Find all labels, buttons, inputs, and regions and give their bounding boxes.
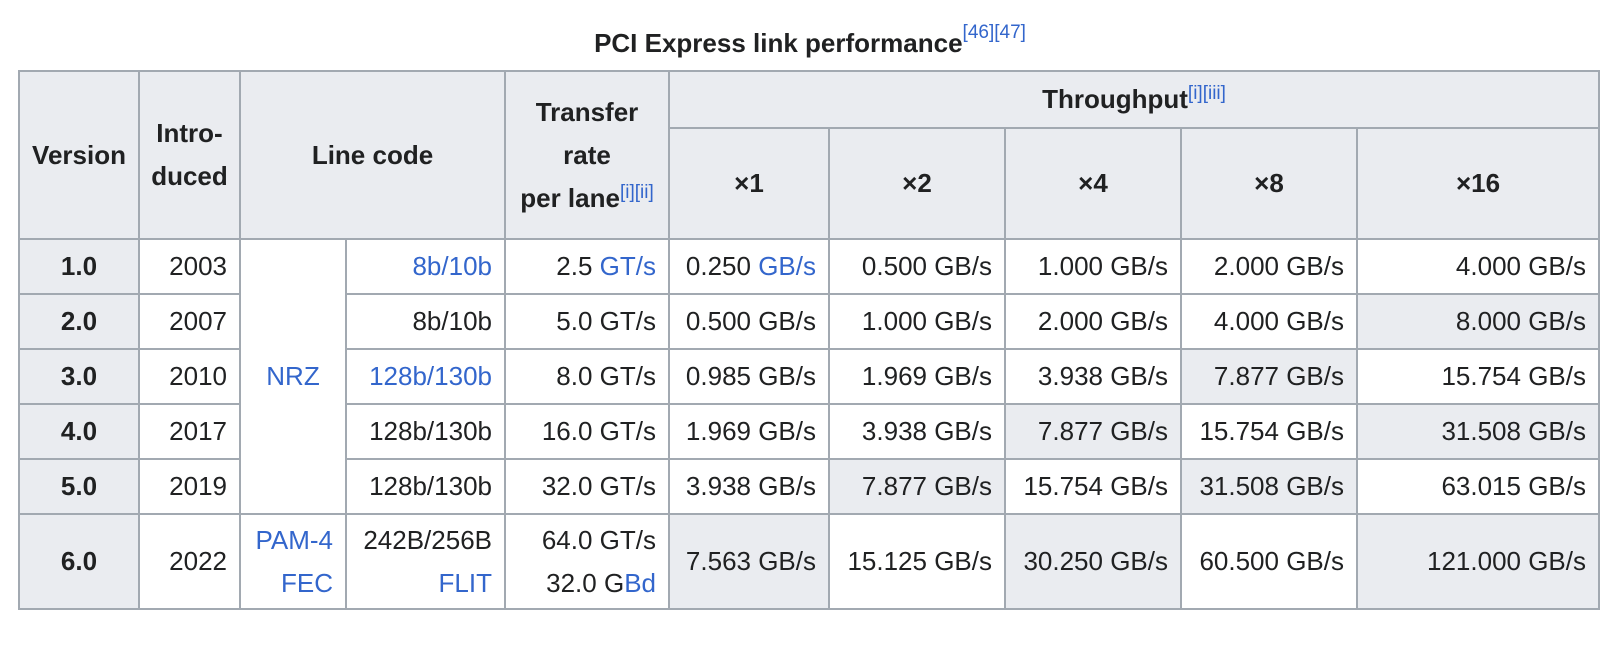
header-lane-x16: ×16 [1356,127,1600,240]
throughput-cell: 7.877 GB/s [1004,403,1182,460]
transfer-rate-cell: 32.0 GT/s [504,458,670,515]
throughput-cell: 0.250 GB/s [668,238,830,295]
throughput-cell: 15.754 GB/s [1356,348,1600,405]
header-introduced: Intro-duced [138,70,241,240]
throughput-cell: 15.754 GB/s [1180,403,1358,460]
fec-link[interactable]: FEC [281,567,333,598]
line-code-link[interactable]: 8b/10b [412,251,492,281]
table-row: 3.0 2010 128b/130b 8.0 GT/s 0.985 GB/s 1… [18,348,1600,405]
introduced-cell: 2022 [138,513,241,610]
line-code-cell: 242B/256B FLIT [345,513,506,610]
introduced-cell: 2019 [138,458,241,515]
introduced-cell: 2003 [138,238,241,295]
gt-per-s-link[interactable]: GT/s [599,251,656,281]
version-cell: 1.0 [18,238,140,295]
throughput-cell: 30.250 GB/s [1004,513,1182,610]
throughput-cell: 1.000 GB/s [1004,238,1182,295]
header-lane-x1: ×1 [668,127,830,240]
throughput-cell: 60.500 GB/s [1180,513,1358,610]
throughput-cell: 4.000 GB/s [1356,238,1600,295]
gb-per-s-link[interactable]: GB/s [758,251,816,281]
transfer-rate-cell: 8.0 GT/s [504,348,670,405]
table-row: 5.0 2019 128b/130b 32.0 GT/s 3.938 GB/s … [18,458,1600,515]
header-lane-x8: ×8 [1180,127,1358,240]
throughput-cell: 0.500 GB/s [828,238,1006,295]
flit-link[interactable]: FLIT [438,567,492,598]
line-code-link[interactable]: 128b/130b [369,361,492,391]
throughput-cell: 8.000 GB/s [1356,293,1600,350]
header-throughput: Throughput[i][iii] [668,70,1600,129]
header-transfer-rate: Transfer rate per lane[i][ii] [504,70,670,240]
transfer-rate-cell: 2.5 GT/s [504,238,670,295]
header-line-code: Line code [239,70,506,240]
table-caption: PCI Express link performance[46][47] [0,22,1620,59]
throughput-cell: 2.000 GB/s [1004,293,1182,350]
line-code-cell: 128b/130b [345,348,506,405]
modulation-cell: PAM-4 FEC [239,513,347,610]
throughput-cell: 3.938 GB/s [668,458,830,515]
transfer-rate-notes-link[interactable]: [i][ii] [619,181,654,203]
throughput-cell: 121.000 GB/s [1356,513,1600,610]
caption-reference-links[interactable]: [46][47] [962,22,1026,43]
throughput-notes-link[interactable]: [i][iii] [1187,83,1226,104]
header-lane-x4: ×4 [1004,127,1182,240]
throughput-cell: 3.938 GB/s [828,403,1006,460]
line-code-cell: 128b/130b [345,403,506,460]
version-cell: 3.0 [18,348,140,405]
version-cell: 5.0 [18,458,140,515]
throughput-cell: 4.000 GB/s [1180,293,1358,350]
introduced-cell: 2007 [138,293,241,350]
version-cell: 6.0 [18,513,140,610]
table-row: 4.0 2017 128b/130b 16.0 GT/s 1.969 GB/s … [18,403,1600,460]
throughput-cell: 31.508 GB/s [1356,403,1600,460]
throughput-cell: 7.877 GB/s [828,458,1006,515]
version-cell: 4.0 [18,403,140,460]
table-row: 2.0 2007 8b/10b 5.0 GT/s 0.500 GB/s 1.00… [18,293,1600,350]
throughput-cell: 63.015 GB/s [1356,458,1600,515]
throughput-cell: 31.508 GB/s [1180,458,1358,515]
header-version: Version [18,70,140,240]
throughput-cell: 1.969 GB/s [668,403,830,460]
nrz-link[interactable]: NRZ [266,361,320,391]
pam4-link[interactable]: PAM-4 [255,524,333,555]
line-code-cell: 8b/10b [345,238,506,295]
header-lane-x2: ×2 [828,127,1006,240]
throughput-cell: 2.000 GB/s [1180,238,1358,295]
throughput-cell: 1.969 GB/s [828,348,1006,405]
throughput-cell: 1.000 GB/s [828,293,1006,350]
transfer-rate-cell: 5.0 GT/s [504,293,670,350]
introduced-cell: 2010 [138,348,241,405]
header-row-1: Version Intro-duced Line code Transfer ra… [18,70,1600,240]
caption-title: PCI Express link performance [594,28,963,58]
modulation-cell: NRZ [239,238,347,515]
table-row: 1.0 2003 NRZ 8b/10b 2.5 GT/s 0.250 GB/s … [18,238,1600,515]
transfer-rate-cell: 16.0 GT/s [504,403,670,460]
table-row: 6.0 2022 PAM-4 FEC 242B/256B FLIT 64.0 GT/… [18,513,1600,610]
throughput-cell: 0.985 GB/s [668,348,830,405]
introduced-cell: 2017 [138,403,241,460]
throughput-cell: 7.563 GB/s [668,513,830,610]
throughput-cell: 15.754 GB/s [1004,458,1182,515]
pcie-performance-table: Version Intro-duced Line code Transfer ra… [18,70,1600,610]
line-code-cell: 128b/130b [345,458,506,515]
header-row-2: ×1 ×2 ×4 ×8 ×16 [19,127,1600,240]
throughput-cell: 7.877 GB/s [1180,348,1358,405]
version-cell: 2.0 [18,293,140,350]
line-code-cell: 8b/10b [345,293,506,350]
throughput-cell: 0.500 GB/s [668,293,830,350]
throughput-cell: 15.125 GB/s [828,513,1006,610]
transfer-rate-cell: 64.0 GT/s 32.0 GBd [504,513,670,610]
throughput-cell: 3.938 GB/s [1004,348,1182,405]
baud-link[interactable]: Bd [624,567,656,598]
